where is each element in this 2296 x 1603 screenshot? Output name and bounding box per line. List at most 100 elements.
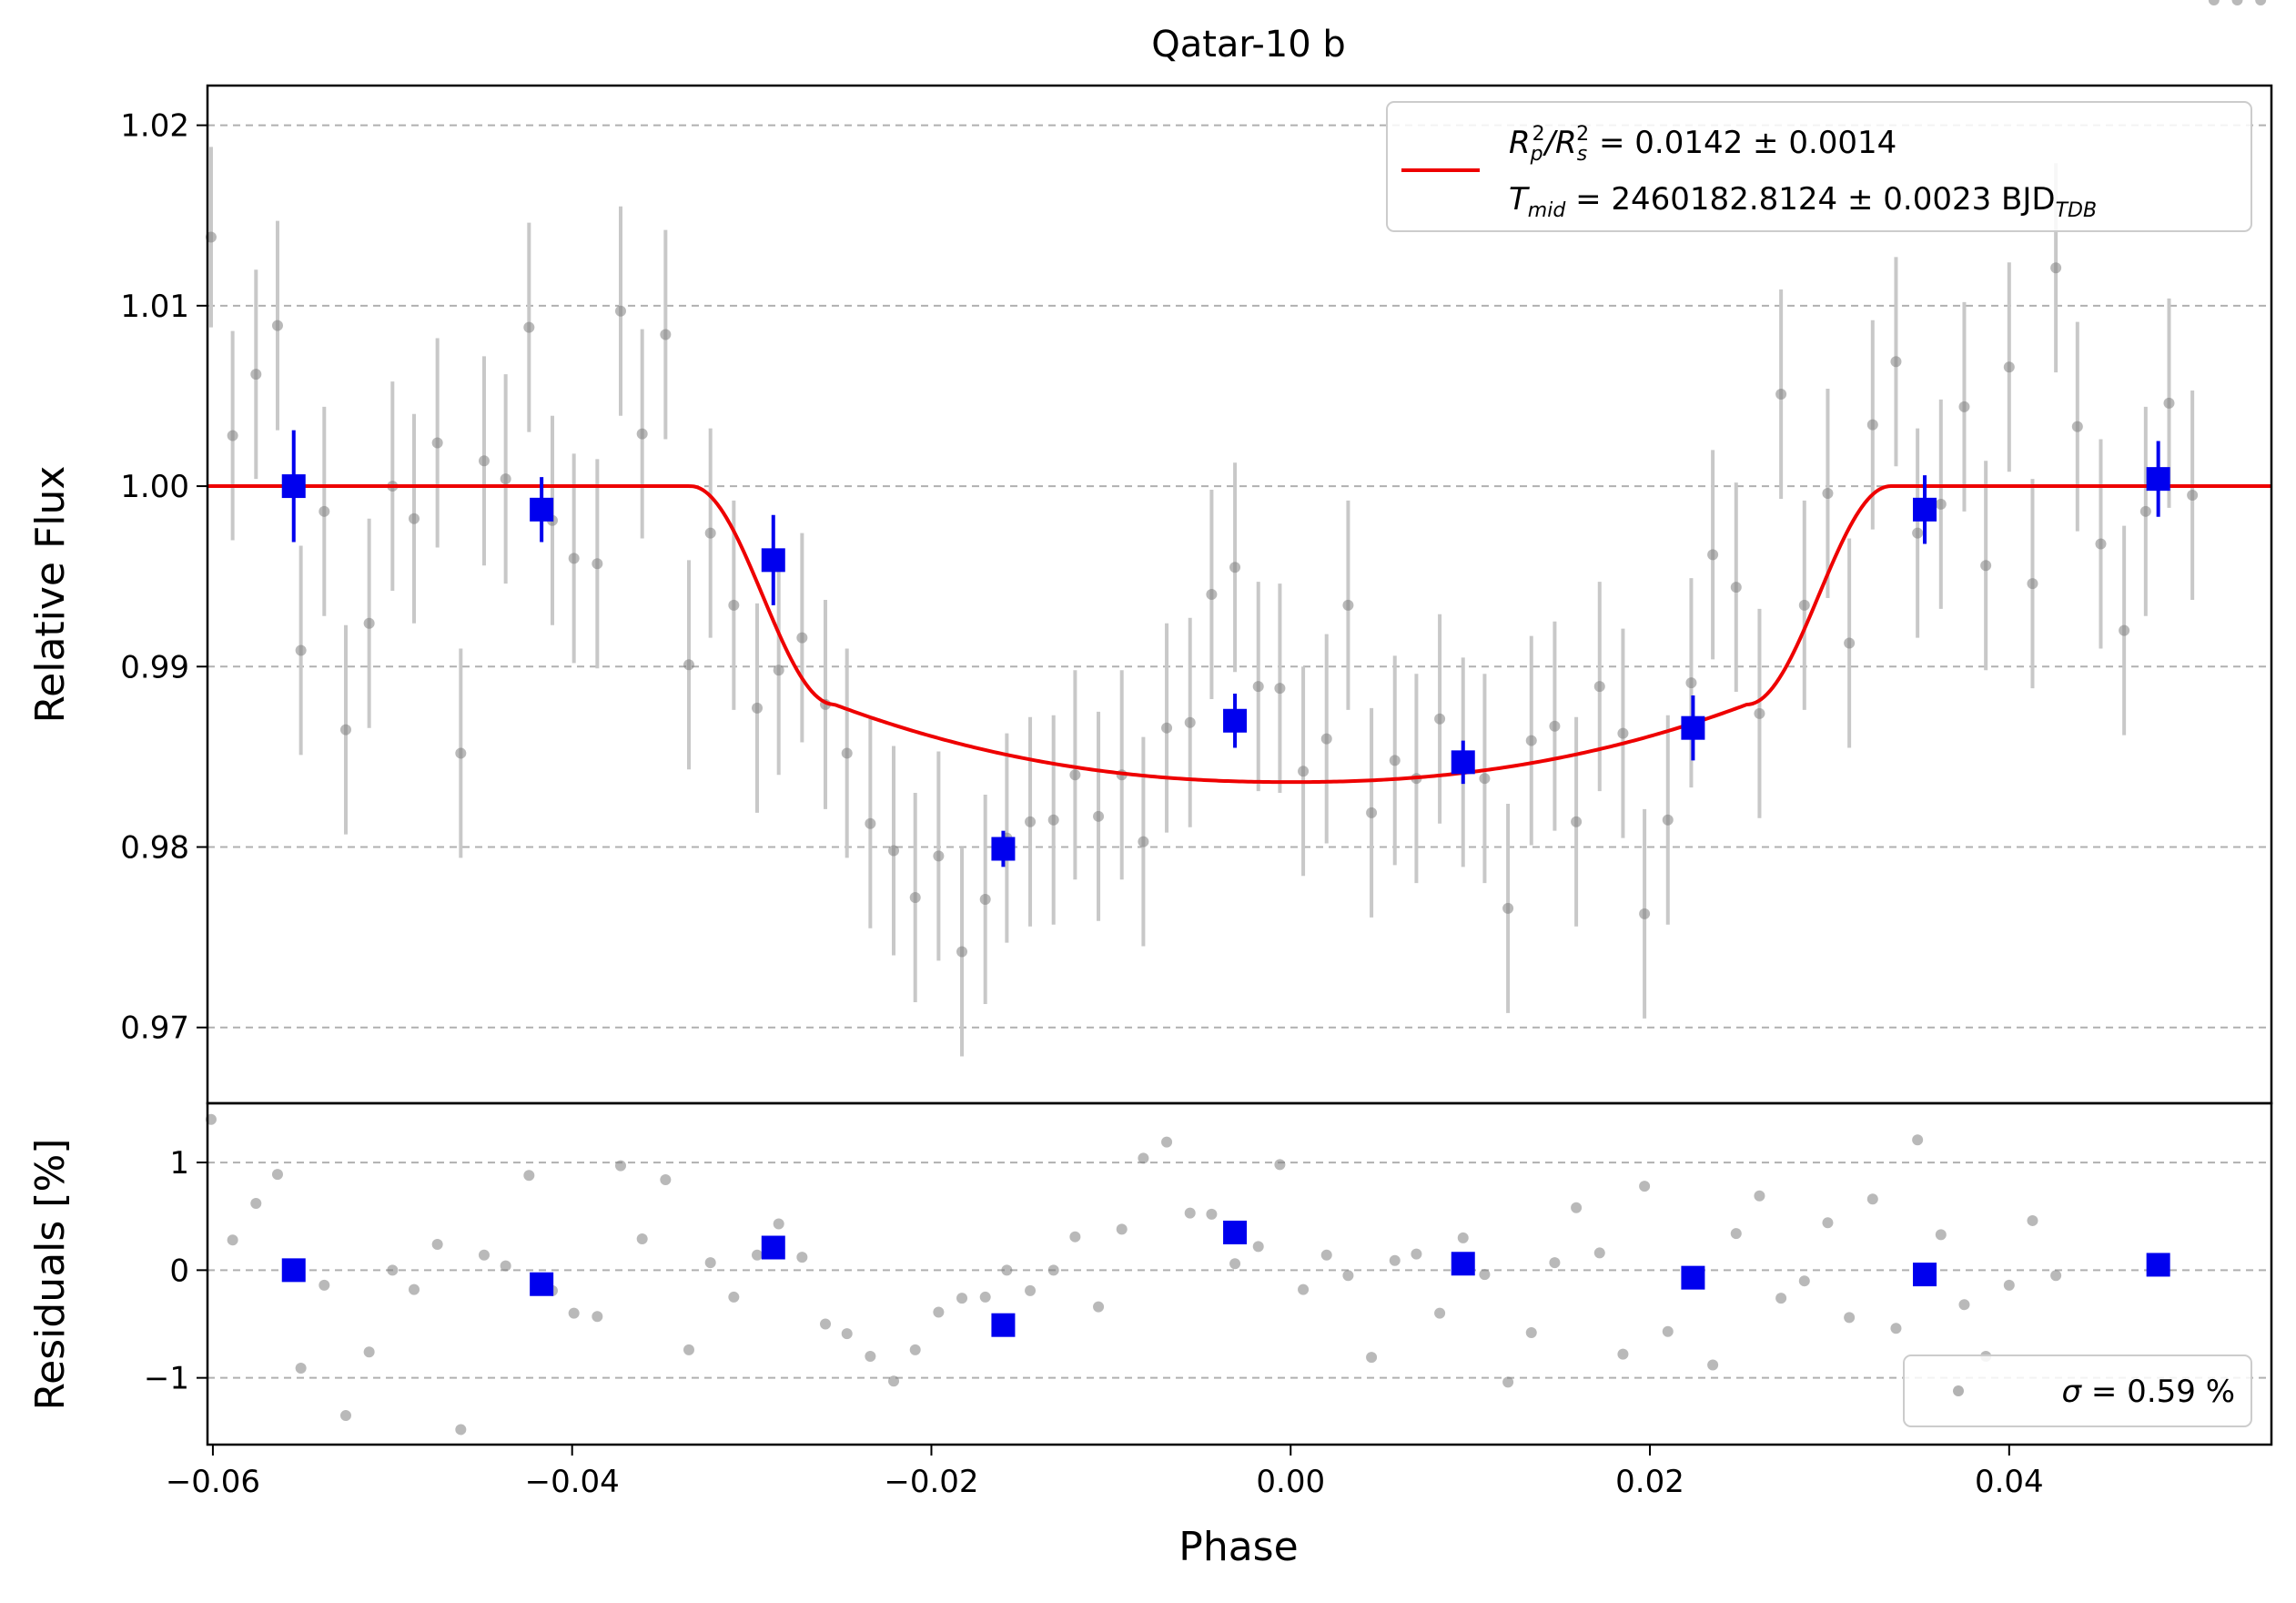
residual-binned-point <box>1913 1263 1937 1287</box>
flux-raw-point <box>523 321 535 333</box>
flux-raw-point <box>1366 807 1378 818</box>
residual-raw-point <box>592 1311 603 1323</box>
x-axis-ticks: −0.06 −0.04 −0.02 0.00 0.02 0.04 <box>166 1445 2044 1500</box>
residual-raw-point <box>1730 1228 1742 1240</box>
flux-binned-point <box>1223 708 1248 733</box>
residual-raw-point <box>1707 1359 1719 1371</box>
flux-raw-point <box>1252 681 1264 693</box>
flux-raw-point <box>1138 836 1149 847</box>
flux-raw-point <box>1980 560 1992 572</box>
flux-raw-point <box>2027 578 2038 590</box>
legend-depth-entry: Rp2/Rs2 = 0.0142 ± 0.0014 <box>1509 123 1896 166</box>
residuals-legend: σ = 0.59 % <box>1903 1354 2252 1427</box>
residuals-y-ticks: −1 0 1 <box>144 1145 207 1397</box>
residual-raw-point <box>2050 1270 2062 1282</box>
transit-model-line <box>207 484 2271 785</box>
residual-raw-point <box>704 1257 716 1269</box>
residual-binned-point <box>1451 1252 1475 1276</box>
flux-raw-point <box>1502 902 1514 914</box>
flux-raw-point <box>1525 735 1537 746</box>
residual-raw-point <box>614 1160 626 1172</box>
residual-raw-point <box>1502 1376 1514 1388</box>
flux-raw-point <box>1935 498 1947 510</box>
flux-raw-point <box>1754 707 1765 719</box>
flux-raw-points <box>205 0 2267 958</box>
residual-raw-point <box>773 1218 784 1230</box>
flux-panel: 0.97 0.98 0.99 1.00 1.01 1.02 Relative Flux R… <box>27 0 2273 1105</box>
residuals-axes-frame <box>206 1101 2273 1446</box>
residual-raw-point <box>660 1173 672 1185</box>
flux-raw-point <box>431 437 443 449</box>
residual-raw-point <box>408 1283 420 1295</box>
residual-raw-point <box>1389 1254 1401 1266</box>
flux-raw-point <box>2255 0 2267 5</box>
flux-raw-point <box>1298 766 1310 777</box>
flux-raw-point <box>1798 599 1810 611</box>
flux-binned-point <box>761 548 785 573</box>
flux-raw-point <box>1775 388 1787 400</box>
flux-binned-point <box>1451 750 1475 775</box>
legend-residual-swatch <box>1953 1385 1964 1396</box>
residual-raw-point <box>1116 1223 1128 1235</box>
residual-binned-point <box>2146 1253 2170 1277</box>
flux-raw-point <box>773 665 784 676</box>
residual-raw-point <box>1298 1283 1310 1295</box>
residual-raw-point <box>1274 1159 1286 1171</box>
residual-raw-point <box>1001 1264 1013 1276</box>
residual-raw-point <box>683 1344 695 1355</box>
residual-raw-point <box>1206 1208 1218 1220</box>
flux-binned-point <box>991 837 1016 861</box>
x-tick-label: −0.02 <box>884 1464 978 1500</box>
residuals-y-axis-label: Residuals [%] <box>27 1139 74 1411</box>
residual-raw-point <box>2003 1279 2015 1291</box>
flux-raw-point <box>1730 582 1742 594</box>
residual-raw-point <box>1320 1249 1332 1261</box>
legend-sigma-entry: σ = 0.59 % <box>2062 1374 2235 1410</box>
residuals-legend-box <box>1903 1354 2252 1427</box>
residual-raw-point <box>1479 1269 1491 1281</box>
residual-raw-point <box>1366 1352 1378 1364</box>
flux-y-tick-label: 0.97 <box>120 1010 189 1047</box>
flux-raw-point <box>1912 527 1924 539</box>
residual-raw-point <box>979 1291 991 1303</box>
residual-raw-point <box>909 1344 921 1355</box>
residual-raw-point <box>1662 1325 1674 1337</box>
x-tick-label: 0.02 <box>1615 1464 1684 1500</box>
flux-raw-point <box>1320 733 1332 745</box>
residual-raw-point <box>478 1249 490 1261</box>
residual-raw-point <box>1639 1181 1651 1192</box>
residual-raw-point <box>933 1306 945 1318</box>
flux-binned-point <box>281 474 306 499</box>
residual-raw-point <box>339 1410 351 1422</box>
flux-y-tick-label: 1.02 <box>120 108 189 145</box>
residual-raw-point <box>250 1198 262 1210</box>
flux-y-tick-label: 0.99 <box>120 649 189 685</box>
flux-raw-point <box>500 473 511 485</box>
flux-raw-point <box>956 946 968 958</box>
flux-raw-point <box>2095 538 2107 550</box>
flux-raw-point <box>1025 816 1037 827</box>
residual-raw-point <box>1844 1312 1856 1324</box>
flux-raw-point <box>2003 361 2015 373</box>
residual-raw-point <box>1549 1257 1561 1269</box>
residual-raw-point <box>1161 1136 1173 1148</box>
residual-raw-point <box>1866 1193 1878 1205</box>
flux-raw-point <box>1479 773 1491 785</box>
residual-raw-point <box>752 1249 764 1261</box>
flux-raw-point <box>2139 505 2151 517</box>
residual-raw-point <box>1617 1348 1629 1360</box>
residual-raw-point <box>1252 1241 1264 1253</box>
residuals-y-tick-label: 1 <box>169 1145 189 1182</box>
flux-raw-point <box>979 894 991 906</box>
flux-raw-point <box>319 505 330 517</box>
residuals-y-tick-label: 0 <box>169 1253 189 1289</box>
flux-raw-point <box>704 527 716 539</box>
residual-raw-point <box>1958 1299 1970 1311</box>
residual-raw-point <box>1890 1323 1902 1334</box>
flux-raw-point <box>1342 599 1354 611</box>
flux-raw-point <box>660 329 672 340</box>
flux-raw-point <box>478 455 490 467</box>
flux-raw-point <box>2208 0 2220 5</box>
residual-raw-point <box>888 1375 900 1387</box>
flux-raw-point <box>455 747 467 759</box>
